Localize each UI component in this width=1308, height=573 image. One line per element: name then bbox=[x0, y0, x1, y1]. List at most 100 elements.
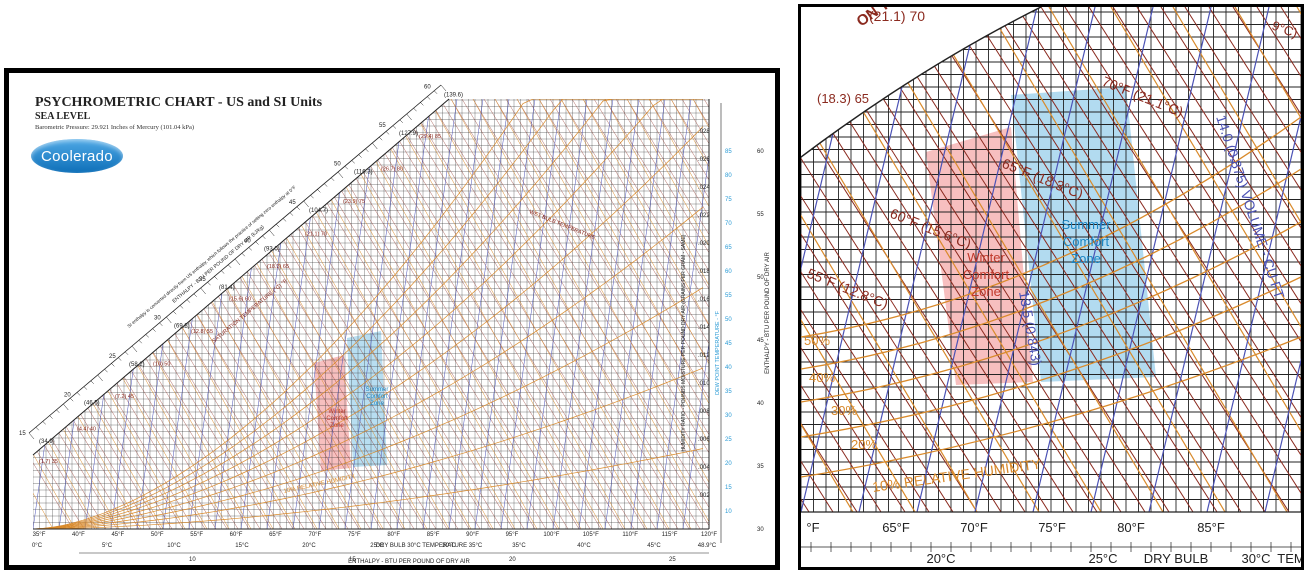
enthalpy-bottom-tick: 25 bbox=[669, 557, 676, 563]
enthalpy-line bbox=[992, 7, 1301, 512]
enthalpy-scale-tick bbox=[193, 293, 197, 297]
enthalpy-line bbox=[1016, 7, 1301, 512]
enthalpy-scale-tick bbox=[317, 189, 321, 193]
x-tick-label-c: 5°C bbox=[102, 543, 113, 549]
enthalpy-scale-tick bbox=[138, 340, 143, 344]
x-tick-label-c: 25°C bbox=[370, 543, 384, 549]
volume-line bbox=[1032, 7, 1154, 512]
enthalpy-line bbox=[944, 7, 1266, 512]
enthalpy-line bbox=[450, 99, 709, 529]
volume-line bbox=[682, 99, 709, 529]
humidity-ratio-tick: .018 bbox=[698, 269, 710, 275]
enthalpy-si-tick: (139.6) bbox=[444, 93, 463, 99]
enthalpy-scale-tick bbox=[83, 386, 88, 390]
volume-line bbox=[396, 99, 458, 529]
enthalpy-scale-tick bbox=[207, 282, 211, 286]
volume-line bbox=[552, 99, 614, 529]
enthalpy-line bbox=[1088, 7, 1301, 512]
enthalpy-line bbox=[33, 99, 140, 529]
saturation-temp-label: (23.9) 75 bbox=[343, 199, 365, 205]
dew-point-tick: 35 bbox=[725, 389, 732, 395]
enthalpy-bottom-tick: 10 bbox=[189, 557, 196, 563]
x-tick-label-f: 80°F bbox=[387, 532, 400, 538]
enthalpy-diag-tick: 25 bbox=[109, 354, 116, 360]
enthalpy-line bbox=[362, 99, 624, 529]
enthalpy-line bbox=[516, 99, 709, 529]
humidity-ratio-tick: .008 bbox=[698, 409, 710, 415]
volume-line bbox=[578, 99, 640, 529]
enthalpy-scale-tick bbox=[152, 328, 156, 332]
enthalpy-scale-tick bbox=[427, 96, 431, 100]
coolerado-logo: Coolerado bbox=[31, 139, 123, 173]
wet-bulb-line bbox=[472, 99, 709, 529]
enthalpy-bottom-tick: 20 bbox=[509, 557, 516, 563]
enthalpy-line bbox=[659, 99, 709, 529]
wet-bulb-line bbox=[33, 99, 186, 529]
volume-line bbox=[1148, 7, 1270, 512]
volume-line bbox=[84, 99, 146, 529]
enthalpy-scale-tick bbox=[173, 311, 177, 315]
enthalpy-line bbox=[648, 99, 709, 529]
enthalpy-scale-tick bbox=[111, 363, 115, 367]
relative-humidity-curve bbox=[33, 99, 703, 529]
enthalpy-si-tick: (104.7) bbox=[309, 208, 328, 214]
enthalpy-scale-tick bbox=[310, 195, 314, 199]
volume-line bbox=[1090, 7, 1212, 512]
wet-bulb-line bbox=[801, 7, 916, 512]
volume-line bbox=[9, 99, 15, 529]
zoomed-chart-panel: °F 65°F 70°F 75°F 80°F 85°F 20°C 25°C 30°C DRY BU… bbox=[798, 4, 1304, 570]
relative-humidity-curve bbox=[801, 276, 1301, 438]
enthalpy-line bbox=[968, 7, 1290, 512]
enthalpy-line bbox=[571, 99, 709, 529]
enthalpy-si-tick: (34.9) bbox=[39, 439, 55, 445]
enthalpy-line bbox=[76, 99, 338, 529]
enthalpy-line bbox=[340, 99, 602, 529]
enthalpy-line bbox=[1136, 7, 1301, 512]
humidity-ratio-tick: .026 bbox=[698, 157, 710, 163]
wet-bulb-line bbox=[33, 99, 142, 529]
humidity-ratio-tick: .012 bbox=[698, 353, 710, 359]
summer-comfort-zone bbox=[1011, 87, 1156, 382]
relative-humidity-curve bbox=[33, 99, 703, 529]
enthalpy-scale-tick bbox=[186, 299, 191, 303]
enthalpy-scale-tick bbox=[262, 235, 266, 239]
wet-bulb-line bbox=[560, 99, 709, 529]
enthalpy-si-tick: (93.0) bbox=[264, 247, 280, 253]
enthalpy-scale-tick bbox=[214, 276, 218, 280]
zoom-x-tick-c: 25°C bbox=[1088, 551, 1117, 566]
enthalpy-line bbox=[472, 99, 709, 529]
x-tick-label-c: 0°C bbox=[32, 543, 43, 549]
enthalpy-line bbox=[494, 99, 709, 529]
zoomed-chart-svg: °F 65°F 70°F 75°F 80°F 85°F 20°C 25°C 30°C DRY BU… bbox=[801, 7, 1301, 566]
enthalpy-line bbox=[33, 99, 107, 529]
enthalpy-line bbox=[439, 99, 701, 529]
x-tick-label-f: 45°F bbox=[111, 532, 124, 538]
zoom-x-tick-c: 30°C bbox=[1241, 551, 1270, 566]
wet-bulb-line bbox=[1296, 7, 1301, 512]
volume-line bbox=[858, 7, 980, 512]
dry-bulb-label: DRY BULB bbox=[1144, 551, 1209, 566]
saturation-temp-label: (29.4) 85 bbox=[419, 134, 441, 140]
enthalpy-line bbox=[549, 99, 709, 529]
volume-line bbox=[33, 99, 68, 529]
saturation-temp-label: (12.8) 55 bbox=[191, 329, 213, 335]
enthalpy-line bbox=[626, 99, 709, 529]
rh-50-label: 50% bbox=[804, 333, 830, 348]
enthalpy-diag-tick: 45 bbox=[289, 200, 296, 206]
humidity-ratio-axis-label: HUMIDITY RATIO - POUNDS MOISTURE PER POU… bbox=[681, 234, 687, 451]
enthalpy-line bbox=[593, 99, 709, 529]
enthalpy-scale-tick bbox=[269, 229, 275, 237]
saturation-curve bbox=[32, 98, 450, 456]
winter-zone-label: Zone bbox=[971, 284, 1001, 299]
humidity-ratio-tick: .024 bbox=[698, 185, 710, 191]
humidity-ratio-tick: .004 bbox=[698, 465, 710, 471]
enthalpy-scale-tick bbox=[63, 403, 69, 411]
wet-bulb-line bbox=[428, 99, 670, 529]
enthalpy-scale-tick bbox=[324, 183, 328, 187]
saturation-65-label: (18.3) 65 bbox=[817, 91, 869, 106]
enthalpy-diag-tick: 20 bbox=[64, 393, 71, 399]
zoom-x-tick-f: 85°F bbox=[1197, 520, 1225, 535]
dew-point-tick: 80 bbox=[725, 173, 732, 179]
dew-point-tick: 55 bbox=[725, 293, 732, 299]
volume-line bbox=[344, 99, 406, 529]
